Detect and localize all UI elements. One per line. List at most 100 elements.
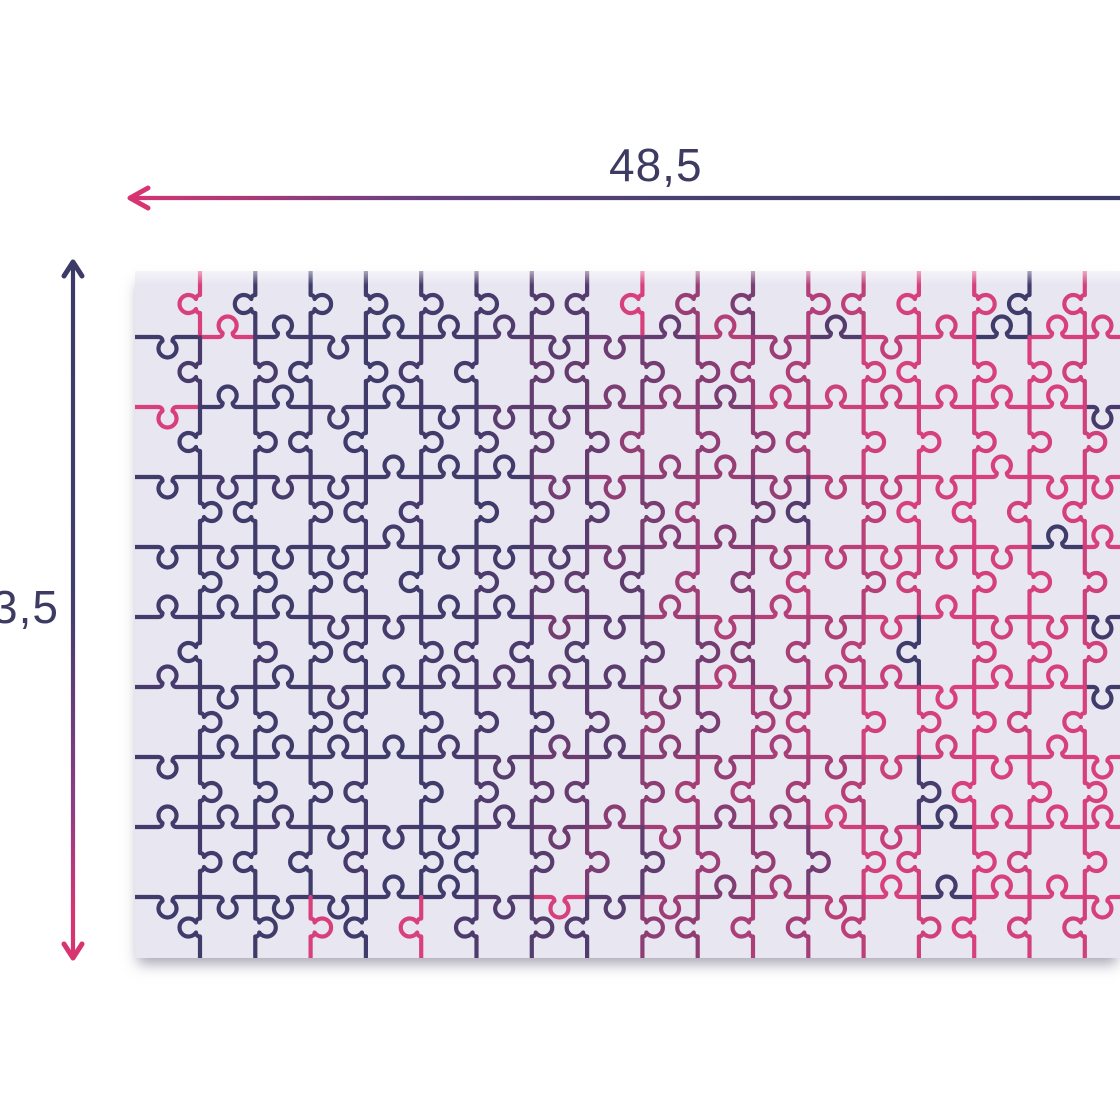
puzzle-piece-edge <box>585 384 645 410</box>
puzzle-piece-edge <box>253 894 278 958</box>
puzzle-piece-edge <box>253 474 313 500</box>
puzzle-piece-edge <box>398 544 424 620</box>
puzzle-piece-edge <box>695 334 721 410</box>
puzzle-piece-edge <box>529 684 555 760</box>
puzzle-piece-edge <box>288 334 313 410</box>
puzzle-piece-edge <box>916 474 977 500</box>
puzzle-piece-edge <box>1027 804 1087 830</box>
puzzle-piece-edge <box>398 894 424 958</box>
puzzle-piece-edge <box>363 614 424 640</box>
puzzle-piece-edge <box>474 544 534 570</box>
puzzle-piece-edge <box>640 824 700 850</box>
puzzle-piece-edge <box>343 544 368 620</box>
puzzle-piece-edge <box>841 754 866 830</box>
puzzle-piece-edge <box>197 684 258 710</box>
puzzle-piece-edge <box>363 824 424 850</box>
puzzle-piece-edge <box>1082 524 1120 550</box>
puzzle-piece-edge <box>308 734 368 760</box>
puzzle-piece-edge <box>419 314 479 340</box>
puzzle-piece-edge <box>1027 754 1053 830</box>
puzzle-piece-edge <box>343 824 368 900</box>
puzzle-piece-edge <box>972 544 997 620</box>
puzzle-piece-edge <box>308 754 334 830</box>
puzzle-piece-edge <box>640 524 700 550</box>
puzzle-piece-edge <box>730 271 756 340</box>
puzzle-piece-edge <box>695 384 756 410</box>
puzzle-piece-edge <box>972 454 1032 480</box>
puzzle-piece-edge <box>750 334 811 360</box>
puzzle-piece-edge <box>529 544 555 620</box>
puzzle-piece-edge <box>896 334 921 410</box>
puzzle-piece-edge <box>916 684 977 710</box>
puzzle-piece-edge <box>806 894 866 920</box>
puzzle-piece-edge <box>529 664 590 690</box>
puzzle-piece-edge <box>1062 474 1087 550</box>
puzzle-piece-edge <box>1006 474 1032 550</box>
height-dimension-label: 3,5 <box>0 581 59 633</box>
puzzle-piece-edge <box>1006 894 1032 958</box>
puzzle-piece-edge <box>197 804 258 830</box>
puzzle-piece-edge <box>253 804 313 830</box>
puzzle-piece-edge <box>419 544 479 570</box>
puzzle-piece-edge <box>585 684 610 760</box>
puzzle-piece-edge <box>363 734 424 760</box>
puzzle-piece-edge <box>419 271 444 340</box>
puzzle-piece-edge <box>619 544 645 620</box>
puzzle-piece-edge <box>861 474 921 500</box>
puzzle-piece-edge <box>1062 894 1087 958</box>
puzzle-piece-edge <box>1027 544 1053 620</box>
puzzle-piece-edge <box>253 684 278 760</box>
puzzle-piece-edge <box>419 684 444 760</box>
puzzle-piece-edge <box>675 754 700 830</box>
puzzle-piece-edge <box>343 894 368 958</box>
puzzle-piece-edge <box>861 824 887 900</box>
puzzle-piece-edge <box>806 314 866 340</box>
puzzle-piece-edge <box>640 684 700 710</box>
puzzle-piece-edge <box>585 544 645 570</box>
puzzle-piece-edge <box>972 384 1032 410</box>
puzzle-piece-edge <box>529 474 590 500</box>
puzzle-piece-edge <box>806 384 866 410</box>
puzzle-piece-edge <box>730 754 756 830</box>
height-arrow-bottom-arrowhead <box>61 941 85 961</box>
puzzle-piece-edge <box>1062 271 1087 340</box>
puzzle-piece-edge <box>896 474 921 550</box>
puzzle-piece-edge <box>785 544 811 620</box>
puzzle-piece-edge <box>474 474 500 550</box>
puzzle-piece-edge <box>363 874 424 900</box>
puzzle-piece-edge <box>861 544 887 620</box>
puzzle-piece-edge <box>730 334 756 410</box>
puzzle-piece-edge <box>806 754 866 780</box>
puzzle-piece-edge <box>343 754 368 830</box>
puzzle-piece-edge <box>585 734 645 760</box>
puzzle-piece-edge <box>916 894 942 958</box>
puzzle-piece-edge <box>640 894 665 958</box>
puzzle-piece-edge <box>363 664 424 690</box>
puzzle-piece-edge <box>419 824 479 850</box>
puzzle-piece-edge <box>916 804 977 830</box>
puzzle-piece-edge <box>197 594 258 620</box>
puzzle-piece-edge <box>695 614 721 690</box>
puzzle-piece-edge <box>474 271 500 340</box>
puzzle-piece-edge <box>253 334 278 410</box>
puzzle-piece-edge <box>1027 334 1053 410</box>
puzzle-piece-edge <box>308 474 368 500</box>
puzzle-piece-edge <box>972 754 1032 780</box>
puzzle-piece-edge <box>972 614 997 690</box>
puzzle-piece-edge <box>695 614 756 640</box>
puzzle-piece-edge <box>135 894 203 920</box>
puzzle-piece-edge <box>474 684 500 760</box>
puzzle-piece-edge <box>253 734 313 760</box>
puzzle-piece-edge <box>1082 804 1120 830</box>
puzzle-piece-edge <box>197 894 258 920</box>
puzzle-piece-edge <box>474 314 534 340</box>
puzzle-piece-edge <box>1082 684 1120 710</box>
puzzle-piece-edge <box>529 824 555 900</box>
puzzle-piece-edge <box>640 684 665 760</box>
puzzle-piece-edge <box>1006 271 1032 340</box>
puzzle-piece-edge <box>529 894 555 958</box>
puzzle-piece-edge <box>841 614 866 690</box>
puzzle-piece-edge <box>750 474 811 500</box>
